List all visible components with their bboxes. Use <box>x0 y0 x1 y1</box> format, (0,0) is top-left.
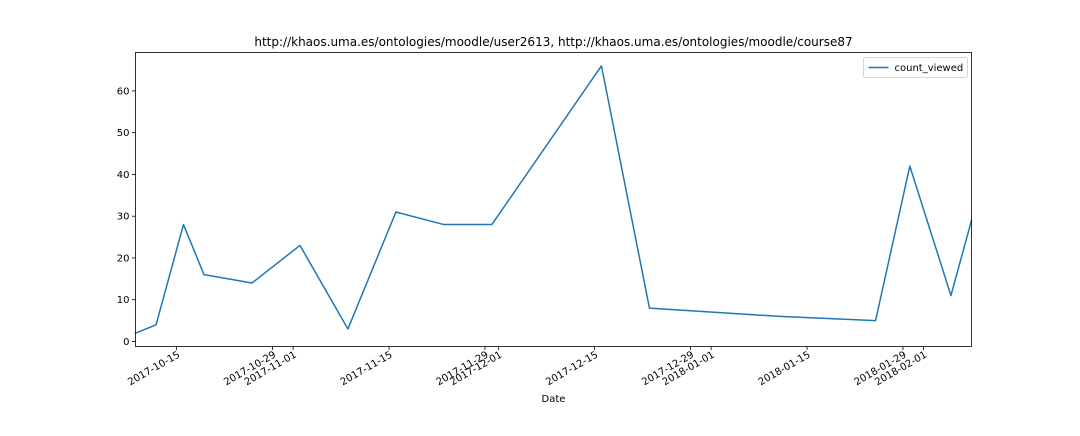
series-line-count_viewed <box>134 65 973 335</box>
y-tick-label: 40 <box>117 170 130 181</box>
legend: count_viewed <box>863 57 968 78</box>
y-tick-label: 50 <box>117 128 130 139</box>
legend-box <box>863 57 968 78</box>
plot-area <box>134 65 973 335</box>
plot-frame <box>135 52 972 347</box>
x-tick-label: 2017-12-15 <box>544 350 600 389</box>
x-tick-label: 2017-10-15 <box>126 350 182 389</box>
legend-label: count_viewed <box>895 63 964 74</box>
y-tick-label: 20 <box>117 253 130 264</box>
x-tick-label: 2018-01-15 <box>757 350 813 389</box>
y-tick-label: 10 <box>117 295 130 306</box>
y-tick-label: 0 <box>123 337 129 348</box>
y-tick-label: 60 <box>117 86 130 97</box>
chart-title: http://khaos.uma.es/ontologies/moodle/us… <box>254 35 852 49</box>
x-axis-label: Date <box>542 394 566 405</box>
y-tick-label: 30 <box>117 212 130 223</box>
x-tick-label: 2017-11-15 <box>339 350 395 389</box>
